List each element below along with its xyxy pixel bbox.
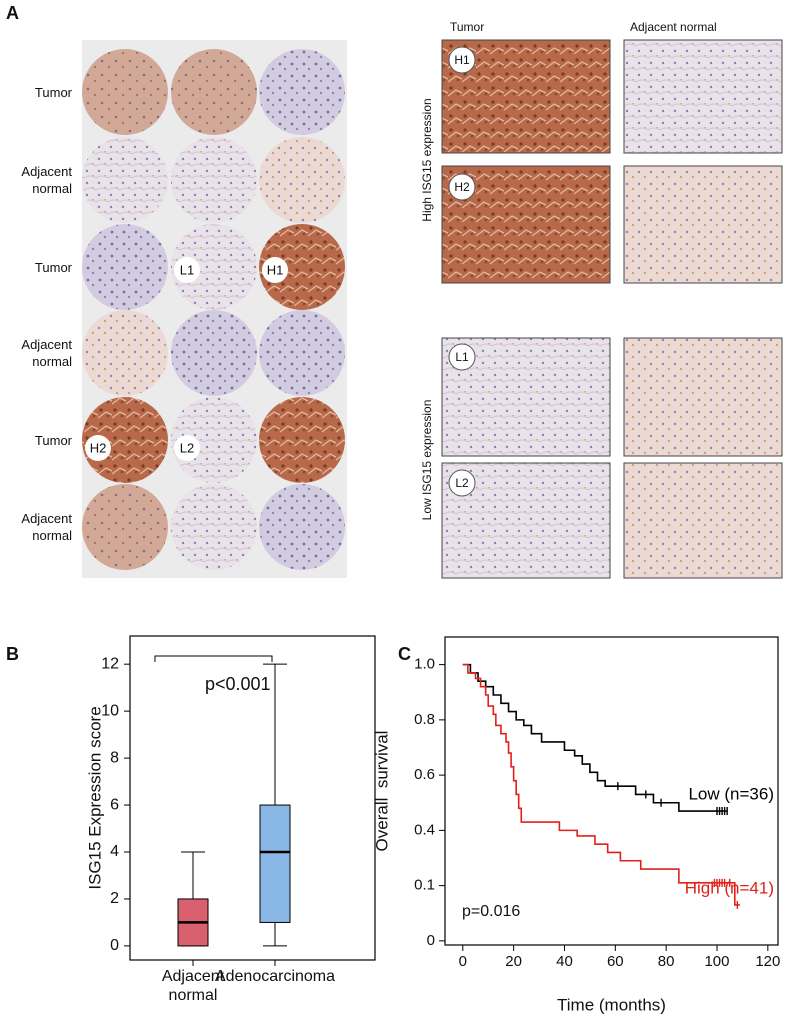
- core: [82, 397, 168, 483]
- group-label: High ISG15 expression: [420, 98, 434, 221]
- row-label: Tumor: [34, 432, 72, 448]
- y-tick-label: 0: [427, 932, 435, 949]
- core: [171, 137, 257, 223]
- x-tick-label: 20: [505, 953, 522, 970]
- y-axis-label: Overall survival: [372, 731, 391, 852]
- survival-curve: [462, 663, 740, 906]
- image-label: H2: [454, 180, 470, 194]
- annotation: p=0.016: [462, 903, 520, 920]
- y-tick-label: 6: [110, 796, 119, 813]
- core-label: L2: [180, 440, 194, 455]
- row-label: Tumor: [34, 84, 72, 100]
- core-badges: L1 H1 H2 L2: [85, 257, 288, 461]
- column-header: Adjacent normal: [630, 20, 717, 34]
- core-label: H1: [267, 262, 284, 277]
- x-tick-label: 120: [755, 953, 780, 970]
- y-tick-label: 0.4: [414, 821, 435, 838]
- y-tick-label: 0: [110, 937, 119, 954]
- y-tick-label: 2: [110, 890, 119, 907]
- column-header: Tumor: [450, 20, 484, 34]
- box: [259, 804, 291, 923]
- y-tick-label: 0.6: [414, 766, 435, 783]
- plot-frame: [444, 636, 779, 946]
- image-badges: H1 H2 L1 L2: [448, 46, 476, 497]
- panel-letter: C: [398, 644, 411, 664]
- x-tick-label: Adenocarcinoma: [214, 968, 336, 985]
- plot-frame: [129, 635, 376, 961]
- x-tick-label: 80: [658, 953, 675, 970]
- micrograph: [623, 165, 783, 284]
- core: [259, 310, 345, 396]
- y-tick-label: 12: [101, 655, 119, 672]
- row-label: Adjacent normal: [21, 164, 72, 196]
- survival-curve: [462, 663, 728, 812]
- core: [259, 49, 345, 135]
- core: [259, 137, 345, 223]
- core: [82, 137, 168, 223]
- y-tick-label: 4: [110, 843, 119, 860]
- core: [171, 310, 257, 396]
- core: [171, 224, 257, 310]
- core: [82, 49, 168, 135]
- group-label: Low ISG15 expression: [420, 400, 434, 521]
- micrograph: [623, 462, 783, 579]
- core: [259, 484, 345, 570]
- core-label: H2: [90, 440, 107, 455]
- annotation: p<0.001: [205, 674, 271, 694]
- row-label: Tumor: [34, 259, 72, 275]
- x-tick-label: 40: [556, 953, 573, 970]
- micrograph: [623, 39, 783, 154]
- panel-letter: B: [6, 644, 19, 664]
- row-label: Adjacent normal: [21, 511, 72, 543]
- x-tick-label: 100: [704, 953, 729, 970]
- significance-bracket: [154, 655, 273, 662]
- core: [82, 484, 168, 570]
- y-axis-label: ISG15 Expression score: [85, 706, 104, 889]
- micrograph: [623, 337, 783, 457]
- legend-label: High (n=41): [685, 878, 774, 897]
- x-tick-label: 60: [607, 953, 624, 970]
- core: [171, 49, 257, 135]
- x-tick-label: Adjacent normal: [161, 968, 225, 1004]
- image-label: L1: [455, 350, 469, 364]
- tma-cores: [82, 49, 345, 570]
- core: [259, 224, 345, 310]
- y-tick-label: 8: [110, 749, 119, 766]
- core: [82, 224, 168, 310]
- y-tick-label: 0.8: [414, 711, 435, 728]
- micrographs: [441, 39, 783, 579]
- y-tick-label: 10: [101, 702, 119, 719]
- panel-letter: A: [6, 3, 19, 23]
- legend-label: Low (n=36): [688, 785, 774, 804]
- x-axis-label: Time (months): [557, 995, 666, 1014]
- core: [171, 484, 257, 570]
- y-tick-label: 0.1: [414, 877, 435, 894]
- row-label: Adjacent normal: [21, 337, 72, 369]
- core: [171, 397, 257, 483]
- core-label: L1: [180, 262, 194, 277]
- image-label: H1: [454, 53, 470, 67]
- core: [82, 310, 168, 396]
- x-tick-label: 0: [459, 953, 467, 970]
- core: [259, 397, 345, 483]
- y-tick-label: 1.0: [414, 656, 435, 673]
- image-label: L2: [455, 476, 469, 490]
